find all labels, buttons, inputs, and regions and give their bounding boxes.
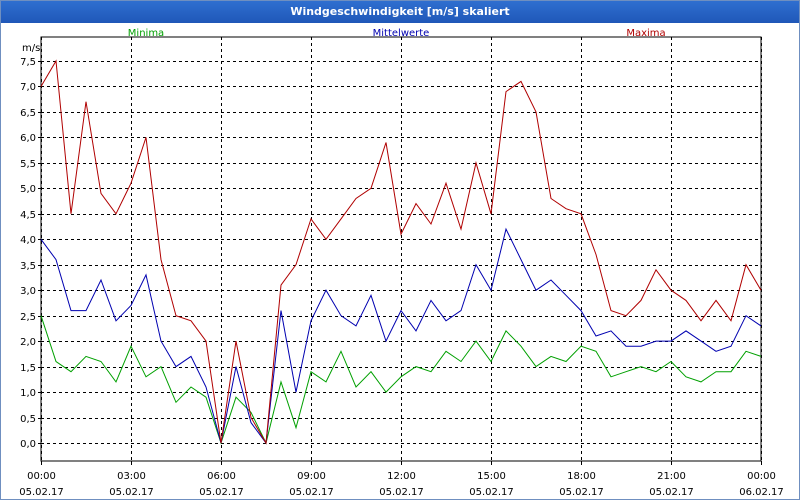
x-tick-label-date: 06.02.17 (739, 487, 784, 498)
y-tick-label: 0,0 (20, 439, 36, 450)
x-tick-label-date: 05.02.17 (289, 487, 334, 498)
x-tick-label-time: 06:00 (207, 471, 236, 482)
y-tick-label: 7,5 (20, 57, 36, 68)
y-tick-label: 4,0 (20, 235, 36, 246)
x-tick-label-date: 05.02.17 (559, 487, 604, 498)
x-tick-label-date: 05.02.17 (109, 487, 154, 498)
x-tick-label-time: 09:00 (297, 471, 326, 482)
y-tick-label: 3,0 (20, 286, 36, 297)
y-tick-label: 3,5 (20, 261, 36, 272)
x-tick-label-time: 15:00 (477, 471, 506, 482)
x-tick-label-time: 00:00 (747, 471, 776, 482)
x-tick-label-date: 05.02.17 (469, 487, 514, 498)
x-tick-label-date: 05.02.17 (199, 487, 244, 498)
y-tick-label: 0,5 (20, 414, 36, 425)
y-tick-label: 6,0 (20, 133, 36, 144)
y-tick-label: 1,0 (20, 388, 36, 399)
y-tick-label: 4,5 (20, 210, 36, 221)
series-line-minima (40, 315, 762, 445)
y-tick-label: 6,5 (20, 108, 36, 119)
series-line-maxima (40, 59, 762, 445)
legend-minima: Minima (128, 28, 164, 39)
x-tick-label-date: 05.02.17 (649, 487, 694, 498)
x-tick-label-time: 12:00 (387, 471, 416, 482)
legend-mittelwerte: Mittelwerte (373, 28, 430, 39)
x-tick-label-time: 03:00 (117, 471, 146, 482)
y-tick-label: 1,5 (20, 363, 36, 374)
y-tick-label: 5,5 (20, 159, 36, 170)
series-line-mittelwerte (40, 227, 762, 445)
y-tick-label: 7,0 (20, 82, 36, 93)
y-axis-label: m/s (22, 43, 40, 54)
x-tick-label-time: 18:00 (567, 471, 596, 482)
legend-maxima: Maxima (626, 28, 665, 39)
y-tick-label: 2,5 (20, 312, 36, 323)
window-title: Windgeschwindigkeit [m/s] skaliert (1, 1, 799, 23)
y-tick-label: 5,0 (20, 184, 36, 195)
x-tick-label-time: 21:00 (657, 471, 686, 482)
x-tick-label-time: 00:00 (27, 471, 56, 482)
x-tick-label-date: 05.02.17 (19, 487, 64, 498)
x-tick-label-date: 05.02.17 (379, 487, 424, 498)
y-tick-label: 2,0 (20, 337, 36, 348)
